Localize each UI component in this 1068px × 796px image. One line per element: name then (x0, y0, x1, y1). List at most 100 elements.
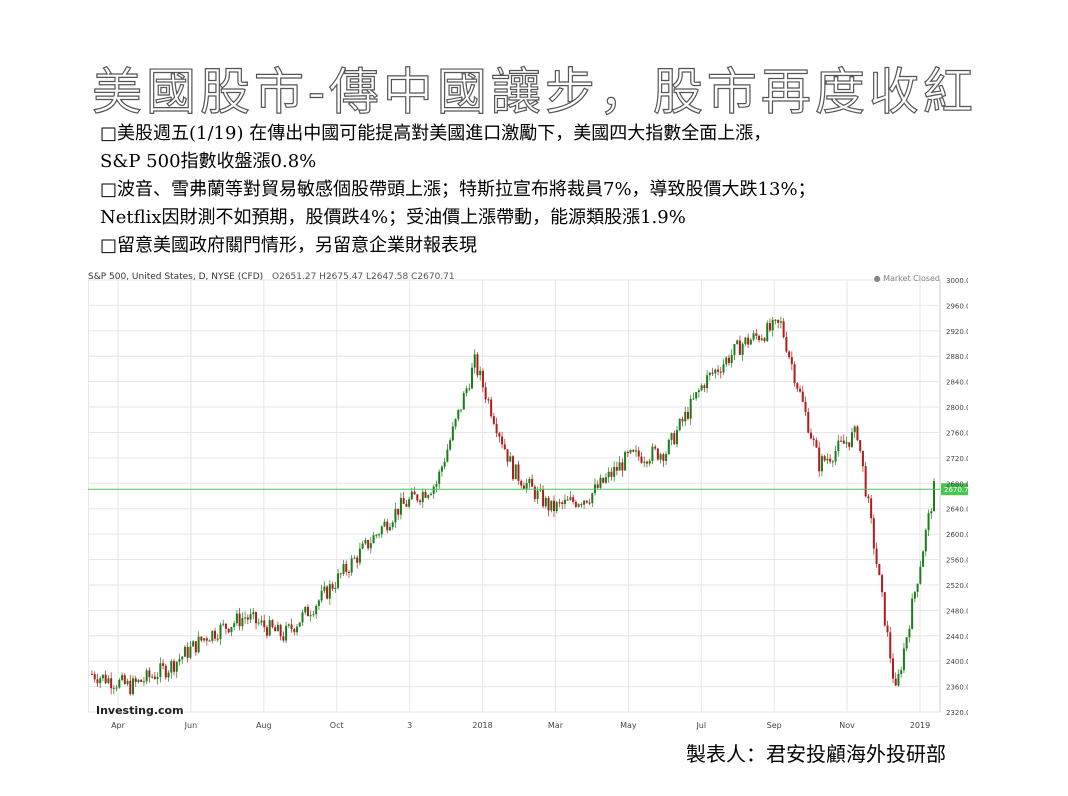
candle-body (779, 321, 782, 323)
candle-body (427, 495, 430, 498)
x-tick-label: Apr (111, 721, 126, 730)
candle-body (875, 548, 878, 565)
y-tick-label: 2400.00 (946, 658, 968, 666)
author-credit: 製表人：君安投顧海外投研部 (686, 742, 946, 766)
candle-body (233, 623, 236, 627)
candle-body (134, 678, 137, 683)
candle-body (473, 354, 476, 368)
candle-body (859, 440, 862, 451)
candle-body (553, 500, 556, 512)
y-tick-label: 2880.00 (946, 353, 968, 361)
candle-body (577, 504, 580, 507)
candle-body (741, 344, 744, 355)
candle-body (298, 622, 301, 627)
candle-body (104, 674, 107, 684)
candle-body (654, 446, 657, 449)
candle-body (375, 534, 378, 536)
x-tick-label: Sep (767, 721, 782, 730)
candle-body (643, 461, 646, 463)
candle-body (509, 456, 512, 462)
y-tick-label: 2800.00 (946, 404, 968, 412)
candle-body (421, 491, 424, 503)
candle-body (148, 670, 151, 678)
candle-body (831, 461, 834, 463)
candle-body (219, 624, 222, 640)
candle-body (503, 444, 506, 450)
candle-body (711, 372, 714, 374)
bullet-line: □波音、雪弗蘭等對貿易敏感個股帶頭上漲；特斯拉宣布將裁員7%，導致股價大跌13%… (100, 179, 816, 200)
chart-ohlc: O2651.27 H2675.47 L2647.58 C2670.71 (272, 272, 455, 282)
candle-body (498, 433, 501, 437)
candle-body (118, 679, 121, 688)
candle-body (812, 438, 815, 441)
candle-body (397, 508, 400, 515)
candle-body (271, 620, 274, 628)
candle-body (244, 617, 247, 619)
candle-body (167, 672, 170, 678)
candle-body (774, 319, 777, 321)
candle-body (544, 497, 547, 507)
candle-body (656, 448, 659, 460)
candle-body (796, 383, 799, 389)
candle-body (142, 681, 145, 683)
candle-body (101, 674, 104, 679)
candle-body (460, 409, 463, 411)
candle-body (637, 450, 640, 457)
candle-body (222, 623, 225, 625)
candle-body (440, 466, 443, 472)
candle-body (525, 483, 528, 489)
candle-body (487, 399, 490, 401)
candle-body (834, 451, 837, 462)
candle-body (126, 680, 129, 684)
candle-body (110, 678, 113, 689)
y-tick-label: 2680.00 (946, 480, 968, 488)
candle-body (563, 499, 566, 504)
candle-body (829, 458, 832, 462)
candle-body (296, 626, 299, 633)
last-price-label: 2670.71 (944, 486, 968, 494)
candle-body (547, 497, 550, 511)
candle-body (599, 477, 602, 488)
candle-body (235, 613, 238, 624)
candle-body (326, 586, 329, 599)
candle-body (615, 467, 618, 471)
candle-body (667, 439, 670, 455)
chart-watermark: Investing.com (96, 704, 184, 717)
candle-body (501, 436, 504, 445)
candle-body (260, 620, 263, 623)
candle-body (782, 321, 785, 338)
candle-body (662, 454, 665, 461)
candle-body (883, 592, 886, 626)
candle-body (528, 478, 531, 484)
candle-body (621, 462, 624, 471)
candle-body (793, 364, 796, 384)
y-tick-label: 3000.00 (946, 277, 968, 285)
candle-body (495, 423, 498, 434)
candle-body (435, 484, 438, 487)
candle-body (178, 659, 181, 662)
candle-body (93, 674, 96, 680)
y-tick-label: 2560.00 (946, 557, 968, 565)
candle-body (372, 535, 375, 544)
candle-body (768, 323, 771, 331)
candle-body (339, 573, 342, 575)
y-tick-label: 2960.00 (946, 302, 968, 310)
candle-body (755, 333, 758, 336)
candle-body (265, 627, 268, 636)
candle-body (799, 388, 802, 392)
candle-body (424, 491, 427, 498)
candle-body (684, 411, 687, 422)
candle-body (391, 522, 394, 528)
candle-body (758, 335, 761, 341)
candle-body (850, 432, 853, 447)
candle-body (719, 371, 722, 373)
candle-body (432, 486, 435, 494)
candle-body (872, 518, 875, 549)
bullet-list: □美股週五(1/19) 在傳出中國可能提高對美國進口激勵下，美國四大指數全面上漲… (100, 120, 1030, 260)
candle-body (189, 646, 192, 658)
slide-title: 美國股市-傳中國讓步，股市再度收紅 (91, 62, 977, 121)
candle-body (632, 449, 635, 452)
candle-body (522, 485, 525, 489)
candle-body (347, 571, 350, 573)
candle-body (328, 584, 331, 599)
